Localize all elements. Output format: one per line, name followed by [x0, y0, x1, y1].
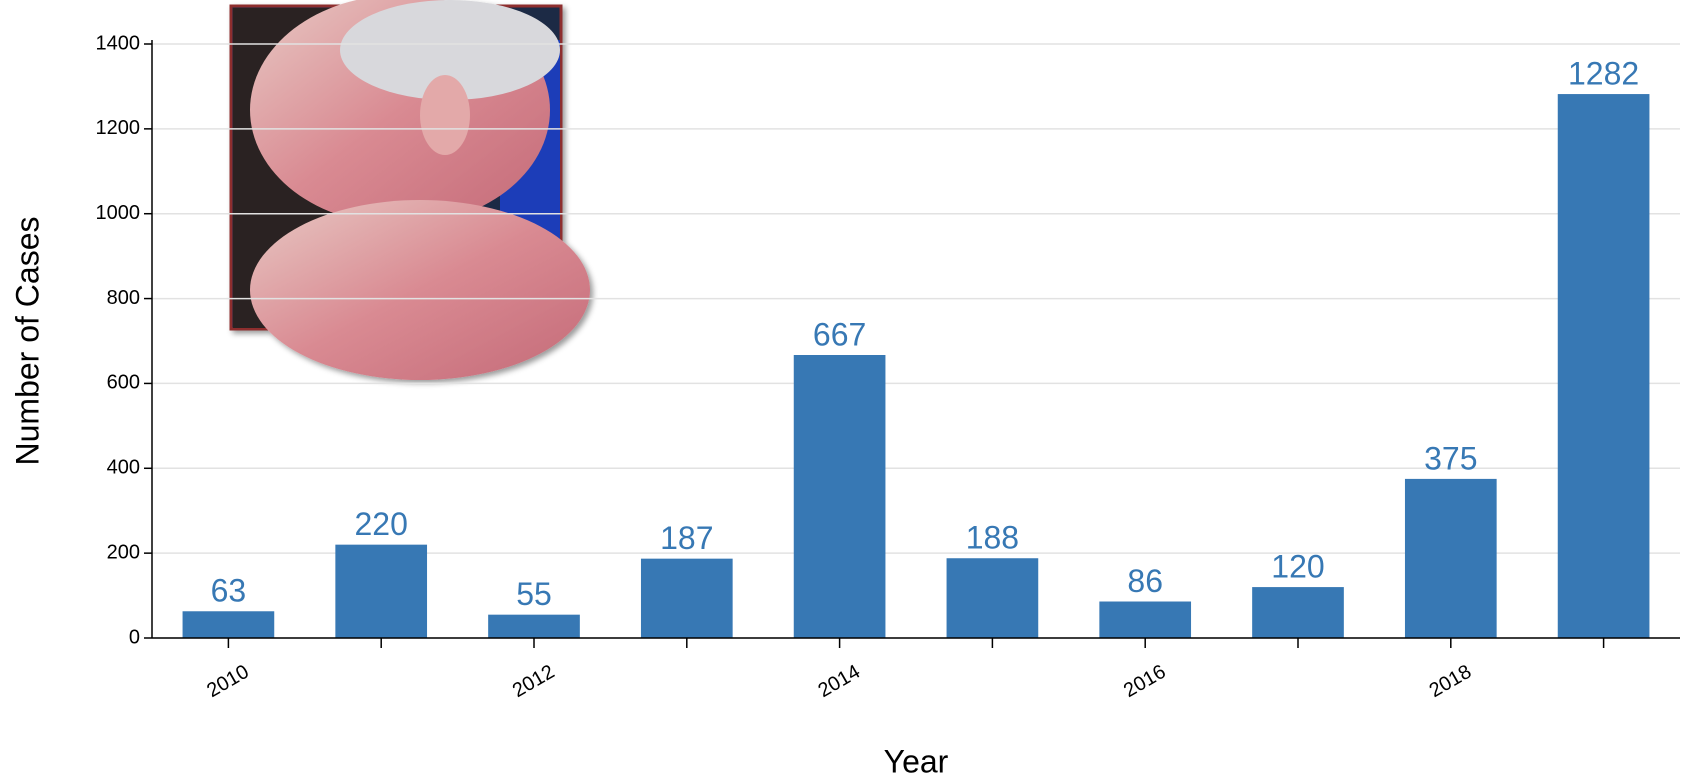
data-label: 86	[1127, 563, 1163, 599]
y-tick-label: 1200	[96, 117, 141, 139]
data-label: 375	[1424, 440, 1477, 476]
y-tick-label: 200	[107, 541, 140, 563]
data-label: 63	[211, 573, 247, 609]
bar	[182, 611, 275, 638]
x-axis-title: Year	[884, 743, 949, 779]
data-label: 188	[966, 520, 1019, 556]
data-label: 1282	[1568, 56, 1639, 92]
bar	[1557, 94, 1650, 638]
data-label: 220	[355, 506, 408, 542]
bar	[488, 614, 580, 638]
bar	[946, 558, 1039, 638]
data-label: 667	[813, 316, 866, 352]
x-tick-label: 2018	[1426, 661, 1476, 702]
bar	[1099, 601, 1192, 638]
y-tick-label: 1000	[96, 202, 141, 224]
y-tick-label: 400	[107, 457, 140, 479]
inset-photo	[229, 0, 590, 380]
bar	[793, 355, 886, 638]
y-tick-label: 800	[107, 287, 140, 309]
y-tick-label: 0	[129, 626, 140, 648]
y-tick-label: 600	[107, 372, 140, 394]
x-tick-label: 2016	[1120, 661, 1170, 702]
data-label: 120	[1271, 549, 1324, 585]
x-tick-label: 2010	[203, 661, 253, 702]
bar	[1252, 587, 1344, 638]
data-label: 187	[660, 520, 713, 556]
data-label: 55	[516, 576, 552, 612]
y-tick-label: 1400	[96, 32, 141, 54]
bar	[1404, 478, 1497, 638]
x-tick-label: 2012	[509, 661, 559, 702]
y-axis-title: Number of Cases	[9, 217, 45, 466]
bar	[335, 544, 428, 638]
bar	[640, 558, 733, 638]
x-tick-label: 2014	[814, 661, 864, 702]
